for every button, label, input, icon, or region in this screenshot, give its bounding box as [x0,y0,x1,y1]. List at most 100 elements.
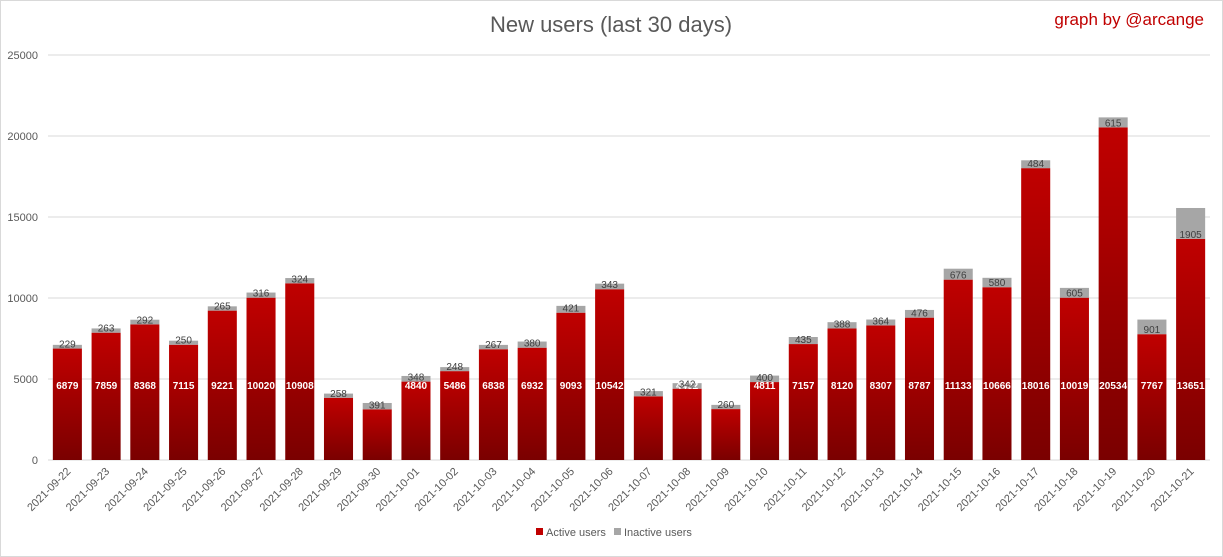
legend: Active users Inactive users [536,527,692,539]
y-tick-label: 25000 [7,50,38,62]
y-tick-label: 0 [32,455,38,467]
bar-inactive-users [750,375,780,383]
bar-inactive-users [401,375,431,382]
bar-inactive-users [517,341,547,348]
data-label-inactive: 267 [485,340,502,351]
bar-active-users [440,371,470,460]
data-label-active: 4402 [676,381,699,392]
data-label-active: 11133 [945,381,972,392]
data-label-active: 7157 [792,381,815,392]
data-label-active: 9093 [560,381,583,392]
data-label-active: 6932 [521,381,544,392]
data-label-active: 10666 [983,381,1011,392]
bar-active-users [1059,297,1089,460]
data-label-inactive: 615 [1105,118,1122,129]
y-axis: 0 5000 10000 15000 20000 25000 [7,50,38,467]
data-label-inactive: 1905 [1180,230,1203,241]
data-label-active: 9221 [211,381,234,392]
bar-active-users [866,325,896,460]
data-label-active: 10542 [596,381,624,392]
data-label-active: 8368 [134,381,157,392]
data-label-active: 13651 [1177,381,1205,392]
data-label-active: 4840 [405,381,428,392]
bar-active-users [788,344,818,460]
bar-inactive-users [285,278,315,284]
bar-inactive-users [943,268,973,280]
bar-active-users [827,328,857,460]
data-label-active: 6838 [482,381,505,392]
bar-active-users [943,279,973,460]
y-tick-label: 15000 [7,212,38,224]
bar-inactive-users [478,344,508,350]
bar-active-users [750,382,780,460]
bar-active-users [169,344,199,460]
legend-label: Inactive users [624,527,692,539]
data-label-inactive: 421 [563,304,580,315]
bar-active-users [556,312,586,460]
data-label-active: 8787 [908,381,931,392]
data-label-inactive: 265 [214,302,231,313]
bar-active-users [91,332,121,460]
bar-active-users [401,381,431,460]
bar-active-users [672,388,702,460]
data-label-inactive: 388 [834,319,851,330]
bar-inactive-users [1137,319,1167,335]
data-label-active: 7767 [1141,381,1164,392]
chart-title: New users (last 30 days) [490,12,732,37]
bar-active-users [711,409,741,460]
data-label-active: 3841 [327,381,350,392]
bar-inactive-users [1176,207,1206,239]
data-label-active: 5486 [444,381,467,392]
data-label-active: 8307 [870,381,893,392]
bar-inactive-users [207,306,237,311]
bar-inactive-users [711,404,741,410]
bar-inactive-users [362,402,392,410]
bar-active-users [285,283,315,460]
bar-active-users [595,289,625,460]
data-label-inactive: 292 [136,315,153,326]
bar-inactive-users [788,337,818,345]
data-label-inactive: 605 [1066,289,1083,300]
bar-inactive-users [904,309,935,318]
bar-active-users [362,409,392,460]
data-label-inactive: 263 [98,324,115,335]
chart-credit: graph by @arcange [1054,10,1204,29]
data-label-inactive: 901 [1144,325,1161,336]
data-label-inactive: 342 [679,380,696,391]
bar-active-users [1021,168,1051,460]
bar-active-users [1098,127,1128,461]
legend-swatch [536,528,543,535]
bar-inactive-users [52,344,82,349]
data-label-active: 7859 [95,381,118,392]
bars: 6879 229 7859 263 8368 292 7115 250 9221 265 10020… [52,117,1206,461]
bar-active-users [130,324,160,460]
bar-active-users [52,348,82,460]
data-label-active: 20534 [1099,381,1127,392]
data-label-active: 3933 [637,381,660,392]
bar-active-users [982,287,1012,460]
bar-active-users [633,396,663,460]
bar-inactive-users [672,383,702,389]
bar-inactive-users [633,391,663,397]
bar-inactive-users [440,367,470,372]
bar-inactive-users [595,283,625,290]
data-label-active: 3129 [366,381,389,392]
data-label-inactive: 343 [601,280,618,291]
bar-inactive-users [1021,160,1051,169]
bar-inactive-users [323,393,354,398]
data-label-inactive: 229 [59,340,76,351]
bar-active-users [246,297,276,460]
data-label-inactive: 380 [524,339,541,350]
bar-inactive-users [169,340,199,345]
bar-active-users [1137,334,1167,460]
data-label-active: 10020 [247,381,275,392]
data-label-inactive: 676 [950,271,967,282]
bar-active-users [904,317,935,460]
bar-inactive-users [246,292,276,298]
data-label-active: 10908 [286,381,314,392]
bar-inactive-users [1059,287,1089,298]
data-label-inactive: 316 [253,289,270,300]
bar-active-users [323,397,354,460]
